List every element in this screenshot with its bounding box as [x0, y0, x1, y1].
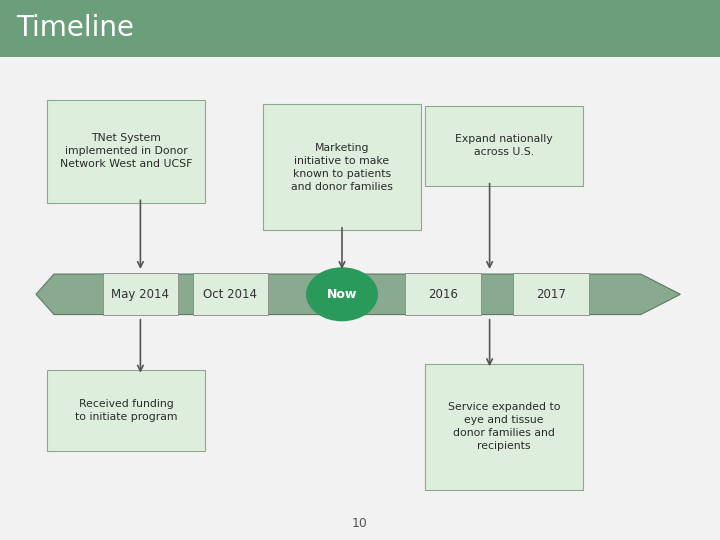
Text: May 2014: May 2014 — [112, 288, 169, 301]
Text: Now: Now — [327, 288, 357, 301]
FancyBboxPatch shape — [405, 273, 481, 315]
FancyBboxPatch shape — [47, 370, 205, 450]
Text: 10: 10 — [352, 517, 368, 530]
Ellipse shape — [306, 267, 378, 321]
FancyBboxPatch shape — [513, 273, 589, 315]
FancyBboxPatch shape — [425, 364, 583, 489]
FancyBboxPatch shape — [193, 273, 268, 315]
Text: Expand nationally
across U.S.: Expand nationally across U.S. — [455, 134, 553, 157]
Text: Marketing
initiative to make
known to patients
and donor families: Marketing initiative to make known to pa… — [291, 143, 393, 192]
FancyBboxPatch shape — [263, 105, 421, 231]
Text: 2017: 2017 — [536, 288, 566, 301]
Text: Timeline: Timeline — [16, 15, 134, 42]
Text: 2016: 2016 — [428, 288, 458, 301]
Text: Received funding
to initiate program: Received funding to initiate program — [75, 399, 177, 422]
Text: Oct 2014: Oct 2014 — [204, 288, 258, 301]
FancyBboxPatch shape — [103, 273, 179, 315]
Polygon shape — [36, 274, 680, 314]
Text: Service expanded to
eye and tissue
donor families and
recipients: Service expanded to eye and tissue donor… — [448, 402, 560, 451]
Text: TNet System
implemented in Donor
Network West and UCSF: TNet System implemented in Donor Network… — [60, 133, 192, 170]
FancyBboxPatch shape — [0, 0, 720, 57]
FancyBboxPatch shape — [47, 100, 205, 203]
FancyBboxPatch shape — [425, 106, 583, 186]
